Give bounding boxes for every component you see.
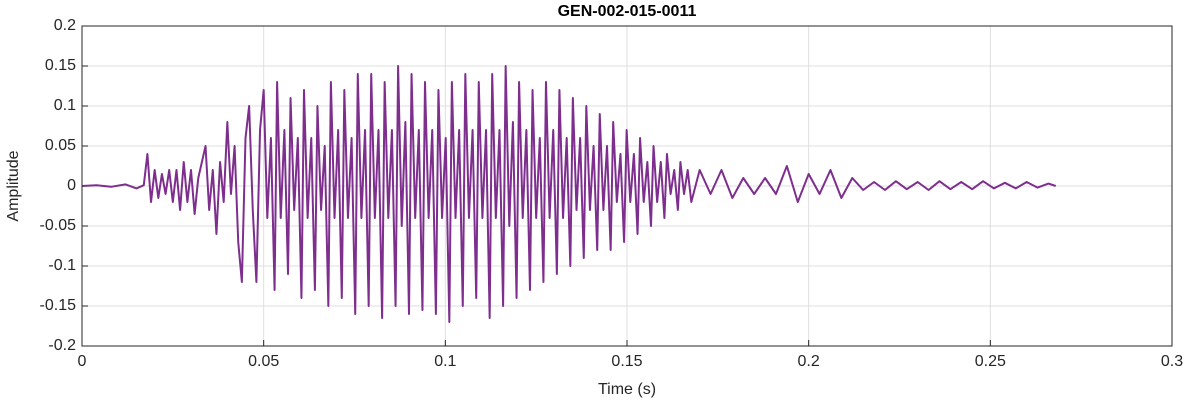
x-axis-label: Time (s): [598, 381, 656, 398]
y-tick-label: 0: [67, 177, 76, 194]
y-tick-label: 0.1: [54, 97, 76, 114]
x-tick-label: 0.25: [975, 353, 1006, 370]
x-tick-label: 0.15: [611, 353, 642, 370]
x-tick-label: 0.05: [248, 353, 279, 370]
chart-title: GEN-002-015-0011: [558, 3, 697, 20]
y-tick-label: -0.2: [48, 337, 76, 354]
x-tick-label: 0.2: [798, 353, 820, 370]
waveform-line: [81, 65, 1057, 323]
x-tick-label: 0: [78, 353, 87, 370]
x-tick-label: 0.3: [1161, 353, 1183, 370]
y-tick-label: 0.15: [45, 57, 76, 74]
y-tick-label: -0.05: [40, 217, 77, 234]
y-tick-label: -0.15: [40, 297, 77, 314]
x-tick-label: 0.1: [434, 353, 456, 370]
y-tick-label: 0.2: [54, 17, 76, 34]
y-tick-label: 0.05: [45, 137, 76, 154]
y-tick-label: -0.1: [48, 257, 76, 274]
axes-box: [81, 25, 1173, 347]
y-axis-label: Amplitude: [5, 150, 22, 221]
